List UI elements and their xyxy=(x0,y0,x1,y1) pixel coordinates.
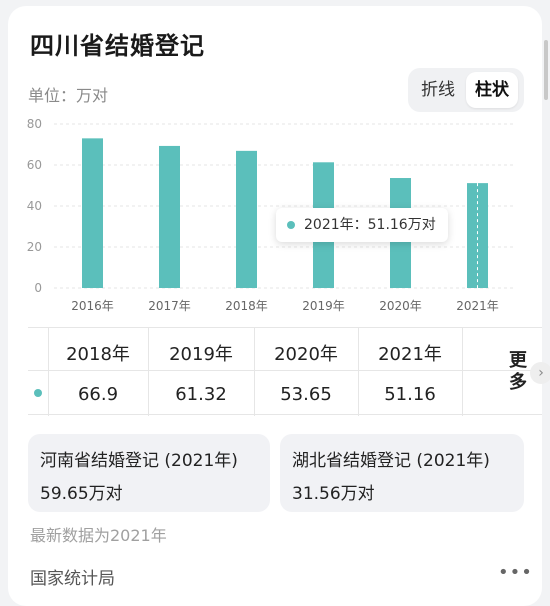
x-tick-label: 2018年 xyxy=(225,299,268,313)
more-button[interactable]: 更多 xyxy=(509,350,527,393)
tooltip-text: 2021年：51.16万对 xyxy=(304,217,436,233)
series-dot xyxy=(34,389,42,397)
y-tick-label: 20 xyxy=(27,240,42,254)
bar xyxy=(82,138,103,288)
table-col-divider xyxy=(48,328,49,416)
table-header-cell: 2021年 xyxy=(378,344,442,365)
table-header-cell: 2019年 xyxy=(169,344,233,365)
comparison-name: 湖北省结婚登记 (2021年) xyxy=(292,451,490,471)
x-tick-label: 2016年 xyxy=(71,299,114,313)
y-tick-label: 80 xyxy=(27,117,42,131)
table-header-cell: 2020年 xyxy=(274,344,338,365)
more-horizontal-icon[interactable]: ••• xyxy=(498,562,533,583)
chart-tooltip: 2021年：51.16万对 xyxy=(276,208,448,242)
bar xyxy=(159,145,180,288)
tooltip-series-dot xyxy=(287,221,295,229)
table-value-cell: 51.16 xyxy=(384,384,436,405)
table-col-divider xyxy=(148,328,149,416)
scrollbar[interactable] xyxy=(544,40,548,100)
y-tick-label: 0 xyxy=(34,281,42,295)
data-source[interactable]: 国家统计局 xyxy=(30,569,115,589)
x-tick-label: 2020年 xyxy=(379,299,422,313)
bar xyxy=(467,183,488,288)
comparison-card-henan[interactable]: 河南省结婚登记 (2021年) 59.65万对 xyxy=(28,434,270,512)
bar-chart[interactable]: 0 20 40 60 80 2016年 2017年 2018年 2019年 2020年 2021年 xyxy=(8,112,542,322)
table-value-cell: 61.32 xyxy=(175,384,227,405)
table-col-divider xyxy=(358,328,359,416)
card-title: 四川省结婚登记 xyxy=(30,32,205,60)
table-header-cell: 2018年 xyxy=(66,344,130,365)
table-value-cell: 66.9 xyxy=(77,384,119,405)
table-col-divider xyxy=(462,328,463,416)
bar-chart-tab[interactable]: 柱状 xyxy=(466,72,518,108)
x-tick-label: 2021年 xyxy=(456,299,499,313)
chevron-right-icon[interactable]: › xyxy=(530,362,550,384)
y-tick-label: 40 xyxy=(27,199,42,213)
data-table: 2018年 2019年 2020年 2021年 66.9 61.32 53.65… xyxy=(28,327,550,416)
table-value-cell: 53.65 xyxy=(280,384,332,405)
data-card: 四川省结婚登记 单位：万对 折线 柱状 0 20 40 60 80 2016年 2017年 2… xyxy=(8,6,550,606)
latest-data-note: 最新数据为2021年 xyxy=(30,526,167,545)
chart-type-toggle: 折线 柱状 xyxy=(408,68,524,112)
x-tick-label: 2017年 xyxy=(148,299,191,313)
table-row-divider xyxy=(28,370,542,371)
comparison-value: 31.56万对 xyxy=(292,484,375,504)
comparison-name: 河南省结婚登记 (2021年) xyxy=(40,451,238,471)
unit-label: 单位：万对 xyxy=(28,86,109,105)
x-tick-label: 2019年 xyxy=(302,299,345,313)
table-col-divider xyxy=(254,328,255,416)
y-tick-label: 60 xyxy=(27,158,42,172)
comparison-card-hubei[interactable]: 湖北省结婚登记 (2021年) 31.56万对 xyxy=(280,434,524,512)
bar xyxy=(236,150,257,288)
comparison-value: 59.65万对 xyxy=(40,484,123,504)
line-chart-tab[interactable]: 折线 xyxy=(421,80,455,100)
